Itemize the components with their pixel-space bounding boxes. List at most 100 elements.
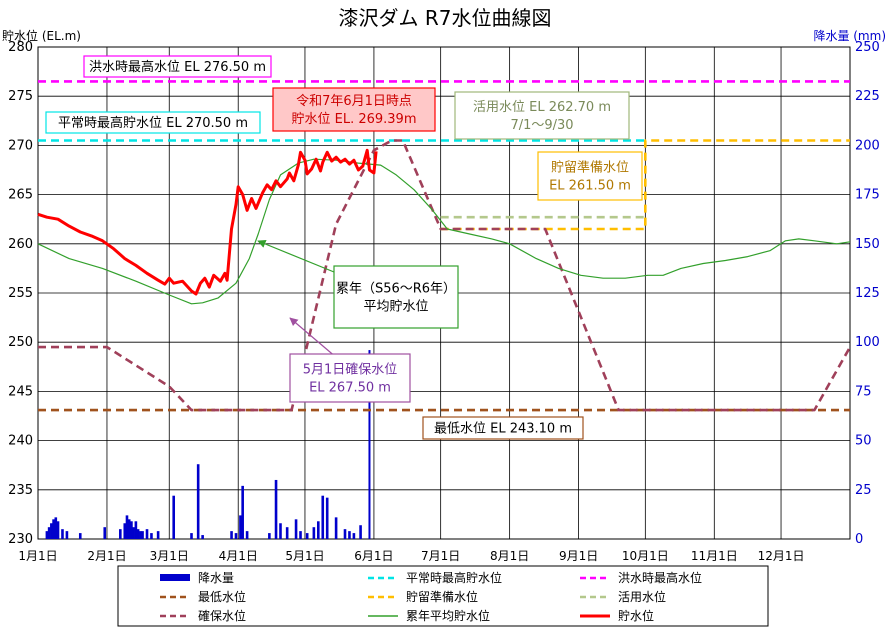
annotation-text-prep: EL 261.50 m (549, 179, 631, 194)
rainfall-bar (130, 521, 133, 539)
y-tick-label-left: 235 (8, 483, 33, 498)
rainfall-bar (52, 519, 55, 539)
rainfall-bar (241, 485, 244, 539)
rainfall-bar (134, 521, 138, 539)
y-axis-right-label: 降水量 (mm) (813, 29, 886, 43)
rainfall-bar (196, 464, 200, 539)
legend-label: 最低水位 (198, 589, 246, 604)
rainfall-bar (145, 529, 149, 539)
x-tick-label: 5月1日 (285, 549, 324, 563)
rainfall-bar (119, 529, 122, 539)
y-tick-label-left: 280 (8, 40, 33, 55)
annotation-text-secure: EL 267.50 m (309, 381, 391, 396)
x-tick-label: 12月1日 (758, 549, 805, 563)
rainfall-bar (325, 497, 329, 539)
y-tick-label-right: 25 (855, 483, 872, 498)
y-tick-label-right: 225 (855, 89, 880, 104)
annotation-box-avg (333, 265, 459, 329)
rainfall-bar (141, 531, 144, 539)
rainfall-bar (368, 350, 371, 539)
annotation-text-secure: 5月1日確保水位 (303, 362, 398, 378)
rainfall-bar (156, 531, 160, 539)
rainfall-bar (45, 531, 49, 539)
legend-swatch (160, 574, 190, 581)
rainfall-bar (268, 533, 271, 539)
legend-label: 累年平均貯水位 (406, 608, 490, 623)
legend-label: 貯留準備水位 (406, 589, 478, 604)
annotation-text-flood: 洪水時最高水位 EL 276.50 m (89, 59, 266, 75)
rainfall-bar (299, 531, 302, 539)
y-tick-label-left: 275 (8, 89, 33, 104)
legend-label: 平常時最高貯水位 (406, 570, 502, 585)
rainfall-bar (123, 523, 127, 539)
rainfall-bar (274, 479, 278, 539)
annotation-box-normal (45, 111, 261, 134)
rainfall-bar (334, 517, 338, 539)
legend-label: 貯水位 (618, 608, 654, 623)
y-tick-label-right: 50 (855, 434, 872, 449)
x-tick-label: 4月1日 (219, 549, 258, 563)
rainfall-bar (234, 533, 238, 539)
y-axis-left-label: 貯水位 (EL.m) (2, 28, 81, 43)
rainfall-bar (103, 527, 107, 539)
series-lines (37, 80, 852, 412)
annotation-box-secure (289, 353, 411, 403)
x-tick-label: 10月1日 (622, 549, 669, 563)
rainfall-bar (78, 533, 82, 539)
annotation-text-active: 活用水位 EL 262.70 m (473, 100, 611, 115)
rainfall-bar (352, 533, 356, 539)
annotation-text-current: 貯水位 EL. 269.39m (291, 112, 416, 127)
rainfall-bar (50, 523, 53, 539)
rainfall-bar (359, 525, 362, 539)
rainfall-bar (136, 529, 140, 539)
rainfall-bar (312, 527, 316, 539)
rainfall-bar (317, 521, 320, 539)
rainfall-bar (132, 527, 135, 539)
rainfall-bar (230, 531, 233, 539)
x-tick-label: 2月1日 (87, 549, 126, 563)
y-tick-label-left: 265 (8, 188, 33, 203)
series-line (440, 139, 850, 231)
rainfall-bar (245, 531, 249, 539)
annotation-text-avg: 累年（S56～R6年） (336, 282, 456, 297)
rainfall-bar (47, 527, 51, 539)
x-tick-label: 1月1日 (18, 549, 57, 563)
y-tick-label-right: 100 (855, 335, 880, 350)
y-tick-label-right: 175 (855, 188, 880, 203)
average-arrow (257, 239, 335, 273)
legend-label: 確保水位 (198, 608, 246, 623)
annotation-text-min: 最低水位 EL 243.10 m (434, 422, 572, 437)
annotation-box-prep (537, 151, 643, 201)
rainfall-bar (201, 535, 204, 539)
rainfall-bar (279, 523, 282, 539)
rainfall-bar (54, 517, 58, 539)
rainfall-bar (321, 495, 325, 539)
x-tick-label: 3月1日 (150, 549, 189, 563)
annotation-text-current: 令和7年6月1日時点 (296, 94, 412, 109)
annotation-text-normal: 平常時最高貯水位 EL 270.50 m (58, 115, 248, 131)
legend-label: 活用水位 (618, 589, 666, 604)
y-tick-label-right: 75 (855, 384, 872, 399)
rainfall-bar (150, 533, 153, 539)
legend-label: 洪水時最高水位 (618, 570, 702, 585)
series-line (37, 158, 851, 305)
rainfall-bar (348, 531, 351, 539)
annotation-text-prep: 貯留準備水位 (551, 160, 629, 176)
annotation-box-min (422, 416, 584, 440)
x-tick-label: 6月1日 (354, 549, 393, 563)
annotation-text-active: 7/1～9/30 (510, 118, 573, 133)
annotation-box-flood (83, 55, 272, 78)
x-tick-label: 7月1日 (421, 549, 460, 563)
y-tick-label-right: 150 (855, 237, 880, 252)
chart-title: 漆沢ダム R7水位曲線図 (339, 6, 552, 30)
rainfall-bar (127, 519, 131, 539)
rainfall-bar (172, 495, 176, 539)
rainfall-bar (139, 531, 142, 539)
annotation-box-current (272, 87, 436, 132)
rainfall-bar (56, 521, 60, 539)
rainfall-bar (65, 531, 69, 539)
y-tick-label-left: 260 (8, 237, 33, 252)
rainfall-bar (239, 515, 242, 539)
